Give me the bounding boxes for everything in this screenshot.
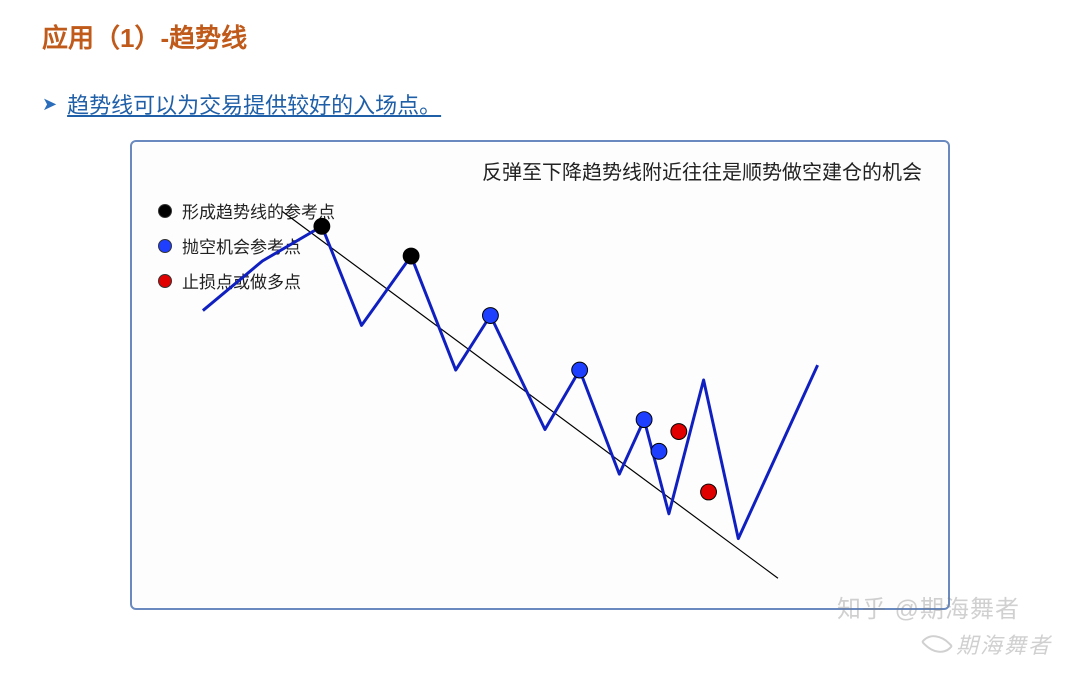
chart-frame: 反弹至下降趋势线附近往往是顺势做空建仓的机会 形成趋势线的参考点 抛空机会参考点…: [130, 140, 950, 610]
watermark-weibo-text: 期海舞者: [956, 628, 1052, 660]
chart-svg: [132, 142, 948, 608]
marker-reference: [403, 248, 419, 264]
marker-stop-or-long: [701, 484, 717, 500]
price-line: [203, 226, 818, 538]
bullet-text: 趋势线可以为交易提供较好的入场点。: [67, 88, 441, 120]
marker-short-entry: [651, 443, 667, 459]
marker-short-entry: [482, 308, 498, 324]
chevron-right-icon: ➤: [42, 95, 57, 113]
trendline: [282, 211, 778, 578]
watermark-zhihu: 知乎 @期海舞者: [837, 589, 1020, 624]
marker-short-entry: [572, 362, 588, 378]
bullet-row: ➤ 趋势线可以为交易提供较好的入场点。: [42, 88, 441, 120]
page-title: 应用（1）-趋势线: [42, 18, 247, 55]
marker-reference: [314, 218, 330, 234]
eye-icon: [921, 628, 954, 661]
marker-stop-or-long: [671, 424, 687, 440]
watermark-weibo: 期海舞者: [924, 628, 1052, 660]
marker-short-entry: [636, 412, 652, 428]
